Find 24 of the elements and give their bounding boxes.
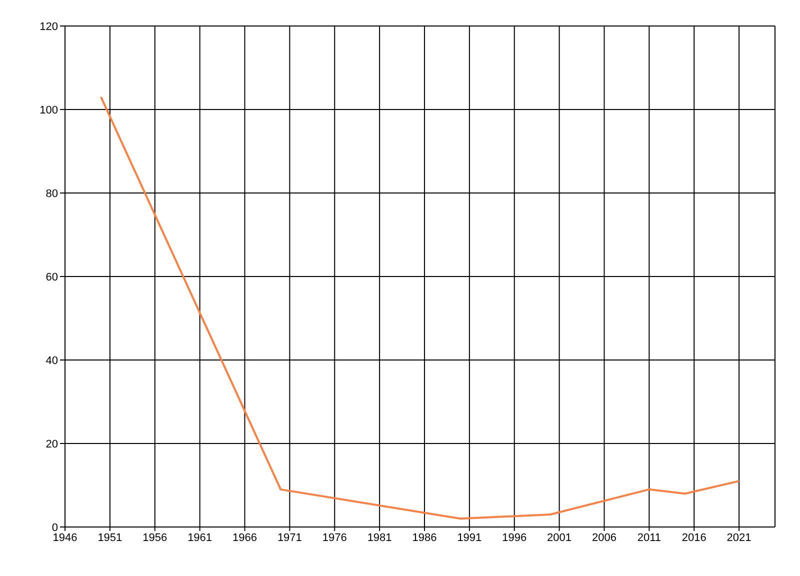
y-tick-label: 0 (52, 522, 58, 534)
x-tick-label: 1981 (367, 532, 392, 544)
x-tick-label: 2011 (637, 532, 662, 544)
y-tick-label: 120 (40, 20, 58, 33)
y-tick-label: 80 (46, 188, 58, 200)
x-tick-label: 1956 (142, 532, 168, 544)
x-tick-label: 2001 (547, 532, 572, 544)
x-tick-label: 1986 (412, 532, 437, 544)
x-tick-label: 1946 (52, 532, 78, 544)
x-tick-label: 1951 (98, 532, 122, 544)
x-tick-label: 2021 (726, 532, 752, 544)
x-tick-label: 1996 (502, 532, 527, 544)
y-tick-label: 20 (46, 438, 58, 450)
x-tick-label: 1966 (232, 532, 257, 544)
x-tick-label: 2016 (682, 532, 706, 544)
y-tick-label: 100 (40, 104, 58, 116)
x-tick-label: 1961 (188, 532, 212, 544)
x-tick-label: 1971 (277, 532, 302, 544)
y-tick-label: 60 (46, 271, 58, 284)
x-tick-label: 2006 (592, 532, 616, 544)
y-tick-label: 40 (46, 354, 58, 367)
line-series (100, 96, 740, 520)
x-tick-label: 1991 (457, 532, 482, 544)
x-tick-label: 1976 (322, 532, 347, 544)
